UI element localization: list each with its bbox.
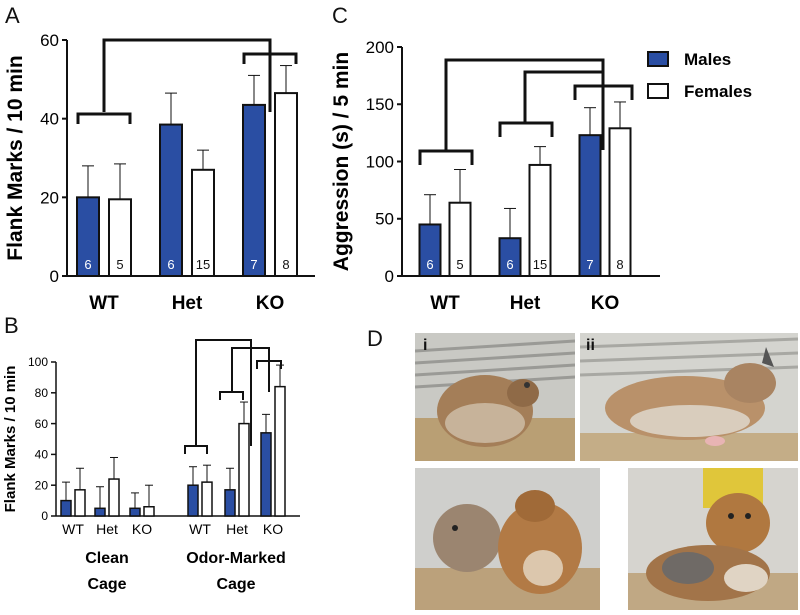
bar-female-ko xyxy=(274,385,286,517)
category-label: Het xyxy=(510,293,541,314)
significance-bracket xyxy=(242,52,298,64)
bar-male-het xyxy=(94,507,106,517)
significance-bracket xyxy=(444,58,605,150)
significance-bracket xyxy=(523,70,605,122)
bar-female-het xyxy=(238,422,250,517)
n-label: 6 xyxy=(506,257,513,272)
bar-female-ko xyxy=(274,92,298,277)
n-label: 15 xyxy=(196,257,210,272)
chart-a-flank-marks: Flank Marks / 10 min 0 20 40 60 6 5 WT 6 15 Het 7 8 K… xyxy=(4,31,315,314)
category-label: WT xyxy=(62,521,84,537)
category-label: KO xyxy=(591,293,620,314)
y-tick-label: 150 xyxy=(366,95,394,114)
y-tick-label: 0 xyxy=(385,267,394,286)
y-tick-label: 100 xyxy=(28,355,48,369)
photo-label-ii: ii xyxy=(586,337,595,354)
legend-label-males: Males xyxy=(684,50,731,69)
n-label: 6 xyxy=(426,257,433,272)
y-axis-label: Flank Marks / 10 min xyxy=(2,366,19,513)
bar-female-het xyxy=(191,168,215,277)
photo-label-i: i xyxy=(423,337,428,354)
group-label-clean-cage-1: Clean xyxy=(85,550,129,567)
bar-male-ko xyxy=(578,134,602,277)
bar-male-het xyxy=(159,123,183,277)
panel-label-b: B xyxy=(4,313,19,338)
bar-female-ko xyxy=(608,127,632,277)
n-label: 8 xyxy=(282,257,289,272)
y-tick-label: 20 xyxy=(40,188,59,207)
bar-male-ko xyxy=(242,103,266,278)
y-tick-label: 40 xyxy=(35,448,49,462)
y-tick-label: 40 xyxy=(40,110,59,129)
significance-bracket xyxy=(184,445,208,454)
significance-bracket xyxy=(102,38,272,112)
chart-c-aggression: Aggression (s) / 5 min 0 50 100 150 200 6 5 WT 6 1… xyxy=(330,38,752,314)
n-label: 8 xyxy=(616,257,623,272)
category-label: Het xyxy=(96,521,118,537)
bar-male-wt xyxy=(76,196,100,277)
y-tick-label: 20 xyxy=(35,478,49,492)
bar-male-ko xyxy=(260,432,272,517)
chart-b-flank-marks-cage: Flank Marks / 10 min 0 20 40 60 80 100 WT Het KO W… xyxy=(2,339,300,593)
photo-i: i xyxy=(415,333,575,461)
y-tick-label: 0 xyxy=(41,509,48,523)
category-label: Het xyxy=(226,521,248,537)
n-label: 5 xyxy=(116,257,123,272)
y-tick-label: 80 xyxy=(35,386,49,400)
y-tick-label: 50 xyxy=(375,210,394,229)
category-label: Het xyxy=(172,293,203,314)
photo-ii: ii xyxy=(580,333,798,461)
n-label: 7 xyxy=(250,257,257,272)
n-label: 5 xyxy=(456,257,463,272)
bar-male-ko xyxy=(129,507,141,517)
significance-bracket xyxy=(418,149,474,165)
category-label: WT xyxy=(189,521,211,537)
n-label: 6 xyxy=(84,257,91,272)
n-label: 7 xyxy=(586,257,593,272)
group-label-clean-cage-2: Cage xyxy=(87,576,126,593)
panel-label-c: C xyxy=(332,3,348,28)
bar-male-het xyxy=(498,237,522,277)
bar-male-wt xyxy=(60,499,72,517)
bar-female-ko xyxy=(143,506,155,517)
bar-female-wt xyxy=(108,198,132,277)
significance-bracket xyxy=(195,339,252,446)
bar-female-wt xyxy=(201,481,213,517)
panel-label-d: D xyxy=(367,326,383,351)
panel-label-a: A xyxy=(5,3,20,28)
group-label-odor-cage-1: Odor-Marked xyxy=(186,550,286,567)
n-label: 15 xyxy=(533,257,547,272)
bar-female-het xyxy=(528,163,552,277)
photo-iv: iv xyxy=(628,468,798,610)
category-label: WT xyxy=(89,293,119,314)
significance-bracket xyxy=(219,391,244,400)
category-label: KO xyxy=(132,521,152,537)
n-label: 6 xyxy=(167,257,174,272)
category-label: WT xyxy=(430,293,460,314)
bar-male-wt xyxy=(187,484,199,517)
legend-swatch-males xyxy=(647,51,669,67)
legend-swatch-females xyxy=(647,83,669,99)
significance-bracket xyxy=(498,121,554,137)
bar-female-wt xyxy=(74,489,86,517)
group-label-odor-cage-2: Cage xyxy=(216,576,255,593)
y-tick-label: 200 xyxy=(366,38,394,57)
bar-male-het xyxy=(224,489,236,517)
y-tick-label: 100 xyxy=(366,152,394,171)
bar-female-wt xyxy=(448,201,472,277)
y-axis-label: Aggression (s) / 5 min xyxy=(330,52,353,271)
y-tick-label: 60 xyxy=(40,31,59,50)
category-label: KO xyxy=(263,521,283,537)
y-tick-label: 60 xyxy=(35,417,49,431)
bar-female-het xyxy=(108,478,120,517)
significance-bracket xyxy=(76,112,132,124)
legend-label-females: Females xyxy=(684,82,752,101)
bar-male-wt xyxy=(418,223,442,278)
y-axis-label: Flank Marks / 10 min xyxy=(4,55,27,260)
category-label: KO xyxy=(256,293,285,314)
photo-iii: iii xyxy=(415,468,600,610)
y-tick-label: 0 xyxy=(50,267,59,286)
